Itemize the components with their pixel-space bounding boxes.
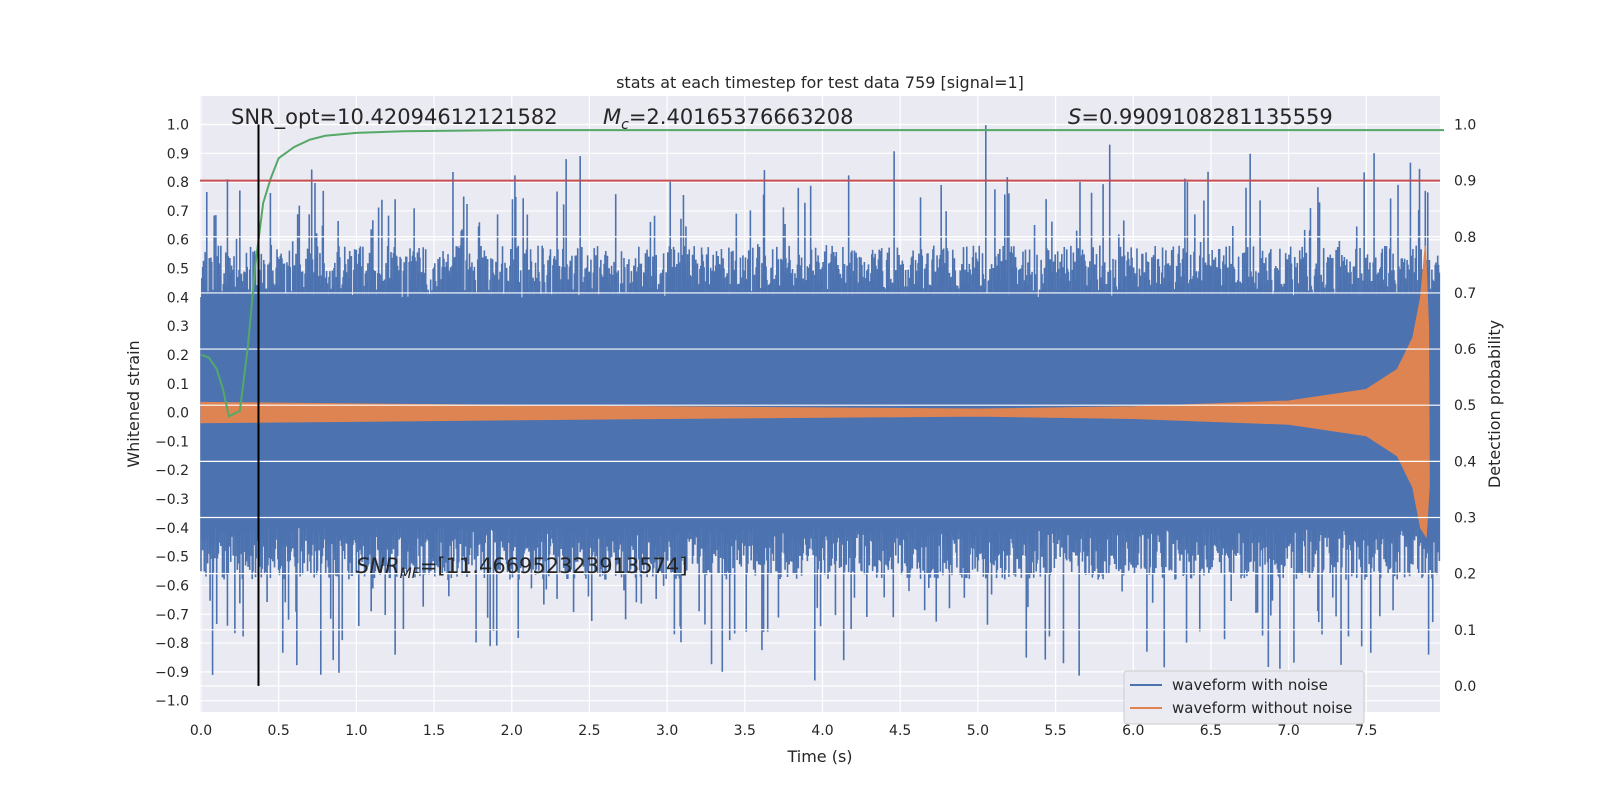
y-tick-label-left: −0.9 — [155, 665, 189, 681]
snr-mf-symbol: SNR — [356, 554, 400, 578]
x-tick-label: 0.5 — [268, 723, 290, 739]
y-tick-label-right: 1.0 — [1454, 118, 1476, 134]
x-tick-label: 2.5 — [578, 723, 600, 739]
x-tick-label: 3.5 — [734, 723, 756, 739]
y-tick-label-left: 1.0 — [167, 118, 189, 134]
x-tick-label: 7.0 — [1277, 723, 1299, 739]
y-axis-label-right: Detection probability — [1485, 320, 1504, 488]
y-tick-label-right: 0.4 — [1454, 454, 1476, 470]
y-tick-label-left: 0.4 — [167, 290, 189, 306]
axis-ticks: 0.0 0.5 1.0 1.5 2.0 2.5 3.0 3.5 4.0 4.5 5.0 5.5 6.0 6… — [155, 118, 1476, 740]
s-annotation: S=0.9909108281135559 — [1068, 105, 1333, 129]
y-tick-label-left: −0.5 — [155, 550, 189, 566]
x-tick-label: 6.0 — [1122, 723, 1144, 739]
series-waveform-without-noise — [200, 245, 1430, 539]
x-tick-label: 1.0 — [345, 723, 367, 739]
y-tick-label-left: 0.6 — [167, 233, 189, 249]
x-tick-label: 4.0 — [811, 723, 833, 739]
x-tick-label: 2.0 — [501, 723, 523, 739]
chart-title: stats at each timestep for test data 759… — [616, 73, 1024, 92]
y-tick-label-left: −0.7 — [155, 607, 189, 623]
y-tick-label-left: 0.0 — [167, 406, 189, 422]
y-tick-label-left: −0.8 — [155, 636, 189, 652]
y-tick-label-left: 0.3 — [167, 319, 189, 335]
s-symbol: S — [1068, 105, 1081, 129]
y-tick-label-left: 0.8 — [167, 175, 189, 191]
y-tick-label-left: −1.0 — [155, 694, 189, 710]
x-tick-label: 7.5 — [1355, 723, 1377, 739]
y-tick-label-left: 0.1 — [167, 377, 189, 393]
snr-mf-annotation: SNRMF=[11.466952323913574] — [356, 554, 688, 582]
s-value: =0.9909108281135559 — [1081, 105, 1332, 129]
x-tick-label: 1.5 — [423, 723, 445, 739]
snr-opt-annotation: SNR_opt=10.42094612121582 — [231, 105, 558, 130]
legend-box — [1123, 670, 1365, 725]
mc-annotation: Mc=2.40165376663208 — [603, 105, 854, 133]
y-tick-label-right: 0.7 — [1454, 286, 1476, 302]
x-tick-label: 4.5 — [889, 723, 911, 739]
y-tick-label-left: −0.2 — [155, 463, 189, 479]
y-tick-label-right: 0.9 — [1454, 174, 1476, 190]
y-tick-label-left: 0.5 — [167, 262, 189, 278]
x-tick-label: 3.0 — [656, 723, 678, 739]
y-tick-label-left: 0.7 — [167, 204, 189, 220]
y-tick-label-left: −0.3 — [155, 492, 189, 508]
y-tick-label-right: 0.0 — [1454, 679, 1476, 695]
clean-waveform — [200, 245, 1430, 539]
y-tick-label-left: 0.9 — [167, 146, 189, 162]
y-tick-label-left: −0.6 — [155, 578, 189, 594]
x-tick-label: 5.0 — [967, 723, 989, 739]
legend-label-noise: waveform with noise — [1172, 676, 1328, 694]
y-tick-label-right: 0.1 — [1454, 623, 1476, 639]
legend: waveform with noise waveform without noi… — [1123, 670, 1365, 725]
mc-symbol: M — [603, 105, 621, 129]
snr-mf-subscript: MF — [400, 566, 421, 582]
x-tick-label: 0.0 — [190, 723, 212, 739]
snr-mf-value: =[11.466952323913574] — [420, 554, 688, 578]
y-axis-label-left: Whitened strain — [124, 340, 143, 467]
y-tick-label-left: −0.1 — [155, 434, 189, 450]
mc-subscript: c — [621, 117, 629, 133]
series-detection-probability — [200, 129, 1444, 418]
legend-label-clean: waveform without noise — [1172, 699, 1352, 717]
x-axis-label: Time (s) — [786, 747, 852, 766]
y-tick-label-right: 0.6 — [1454, 342, 1476, 358]
y-tick-label-right: 0.2 — [1454, 567, 1476, 583]
x-tick-label: 5.5 — [1044, 723, 1066, 739]
y-tick-label-right: 0.3 — [1454, 510, 1476, 526]
probability-line — [200, 129, 1444, 418]
y-tick-label-right: 0.8 — [1454, 230, 1476, 246]
y-tick-label-left: 0.2 — [167, 348, 189, 364]
y-tick-label-left: −0.4 — [155, 521, 189, 537]
x-tick-label: 6.5 — [1200, 723, 1222, 739]
mc-value: =2.40165376663208 — [629, 105, 854, 129]
y-tick-label-right: 0.5 — [1454, 398, 1476, 414]
